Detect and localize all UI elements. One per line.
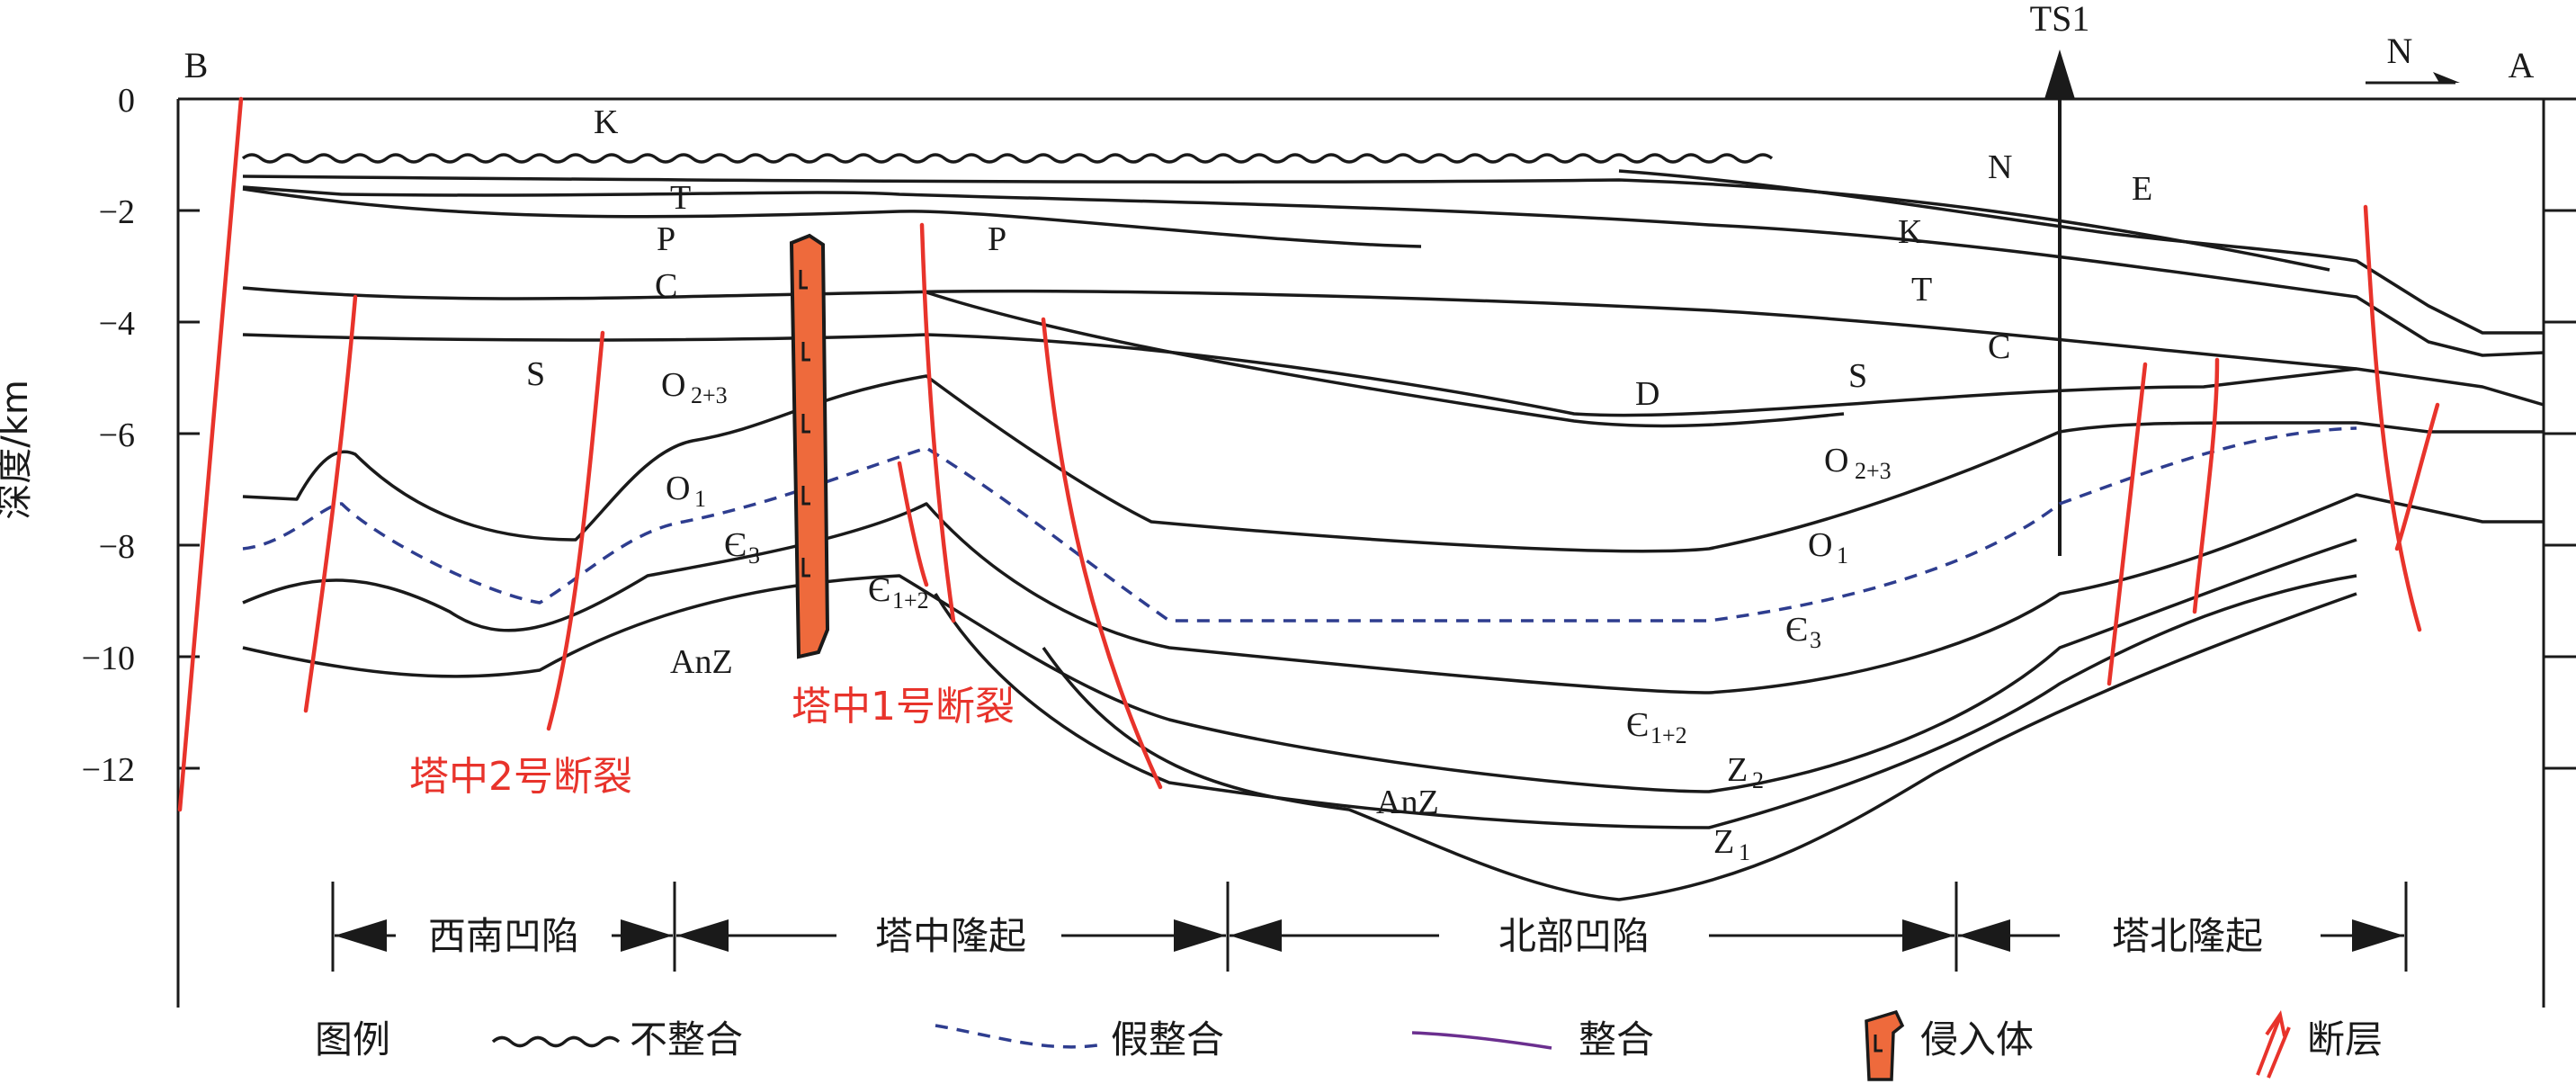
legend-conformity-symbol	[1411, 1031, 1552, 1050]
region-tazhong-uplift: 塔中隆起	[875, 914, 1026, 958]
label-e12a-sub: 1+2	[892, 587, 929, 614]
legend: 图例 不整合 假整合 整合 侵入体 断层	[315, 1009, 2383, 1081]
label-k1: K	[594, 103, 619, 141]
endpoint-b: B	[184, 45, 209, 85]
fault-5	[897, 461, 929, 587]
legend-disconformity-symbol	[935, 1024, 1098, 1049]
legend-intrusion: 侵入体	[1920, 1017, 2034, 1062]
label-s1: S	[526, 355, 545, 393]
unconformity-k-top	[241, 153, 1774, 164]
unconformity-s-top	[242, 333, 2357, 417]
label-o23b: O	[1824, 442, 1848, 479]
label-e: E	[2132, 170, 2152, 208]
label-anz1: AnZ	[670, 643, 733, 681]
unconformity-anz	[1042, 592, 2357, 901]
fault-7	[2106, 362, 2148, 686]
fault-6	[1041, 317, 1163, 790]
label-k2: K	[1898, 213, 1923, 251]
unconformity-z2	[934, 574, 2357, 829]
label-c1: C	[655, 267, 677, 305]
label-o1b: O	[1808, 526, 1832, 564]
label-n: N	[1988, 148, 2012, 186]
label-e3b-sub: 3	[1810, 627, 1821, 653]
well-label: TS1	[2030, 0, 2090, 39]
disconformity-o1	[242, 426, 2357, 623]
label-p2: P	[988, 220, 1006, 258]
region-sw-depression: 西南凹陷	[428, 914, 579, 958]
region-arrows	[335, 919, 2404, 952]
label-c2: C	[1988, 328, 2010, 366]
label-p1: P	[657, 220, 675, 258]
label-z2-sub: 2	[1752, 767, 1764, 793]
legend-unconformity-symbol	[491, 1035, 621, 1048]
label-e3b: Є	[1785, 611, 1808, 649]
fault-9	[2363, 204, 2422, 632]
label-o23a-sub: 2+3	[691, 382, 728, 408]
y-tick-10: −10	[82, 640, 135, 677]
boundary-p	[242, 187, 1422, 248]
label-e12b-sub: 1+2	[1650, 722, 1687, 748]
fault-10	[2394, 402, 2440, 551]
unconformity-d	[926, 291, 1845, 428]
endpoint-a: A	[2509, 45, 2535, 85]
north-arrow: N	[2366, 31, 2460, 85]
y-tick-12: −12	[82, 751, 135, 789]
legend-conformity: 整合	[1579, 1017, 1654, 1062]
fault-1	[177, 96, 244, 812]
y-tick-0: 0	[118, 82, 135, 120]
unconformity-c-top	[242, 286, 2545, 407]
fault-4	[919, 222, 956, 623]
label-s2: S	[1848, 357, 1867, 395]
label-t1: T	[670, 179, 691, 217]
legend-fault: 断层	[2307, 1017, 2383, 1062]
label-z2: Z	[1727, 751, 1748, 789]
unconformity-t-top	[242, 175, 2330, 272]
intrusion-body	[789, 233, 830, 659]
legend-fault-symbol	[2256, 1009, 2291, 1079]
label-t2: T	[1911, 271, 1932, 309]
well-ts1: TS1	[2030, 0, 2090, 556]
y-tick-6: −6	[99, 417, 135, 454]
y-axis-label: 深度/km	[0, 380, 36, 520]
legend-title: 图例	[315, 1017, 390, 1062]
boundary-t-p	[242, 185, 2545, 357]
label-e3a: Є	[724, 526, 747, 564]
fault-3	[546, 330, 605, 731]
label-d: D	[1635, 375, 1659, 413]
label-o1b-sub: 1	[1837, 542, 1848, 569]
boundary-e3	[242, 493, 2544, 694]
label-z1: Z	[1713, 823, 1734, 861]
label-z1-sub: 1	[1739, 839, 1750, 865]
region-tabei-uplift: 塔北隆起	[2112, 914, 2263, 958]
legend-intrusion-symbol	[1865, 1009, 1905, 1081]
label-e3a-sub: 3	[748, 542, 760, 569]
fault-label-tz2: 塔中2号断裂	[409, 754, 632, 800]
fault-8	[2192, 357, 2220, 614]
label-o23b-sub: 2+3	[1855, 458, 1892, 484]
label-o1a-sub: 1	[694, 486, 706, 512]
y-tick-8: −8	[99, 528, 135, 566]
label-e12a: Є	[868, 571, 890, 609]
label-anz2: AnZ	[1376, 784, 1439, 821]
legend-unconformity: 不整合	[630, 1017, 743, 1062]
y-tick-2: −2	[99, 193, 135, 231]
frame	[176, 97, 2576, 1008]
label-o23a: O	[661, 366, 685, 404]
legend-disconformity: 假整合	[1111, 1017, 1224, 1062]
fault-label-tz1: 塔中1号断裂	[792, 684, 1015, 730]
north-label: N	[2387, 31, 2413, 71]
label-e12b: Є	[1626, 706, 1649, 744]
region-north-depression: 北部凹陷	[1498, 914, 1650, 958]
unconformity-e12	[242, 538, 2357, 793]
label-o1a: O	[666, 470, 690, 507]
unconformity-k-base	[1618, 169, 2544, 335]
y-tick-4: −4	[99, 305, 135, 343]
fault-2	[303, 294, 358, 713]
